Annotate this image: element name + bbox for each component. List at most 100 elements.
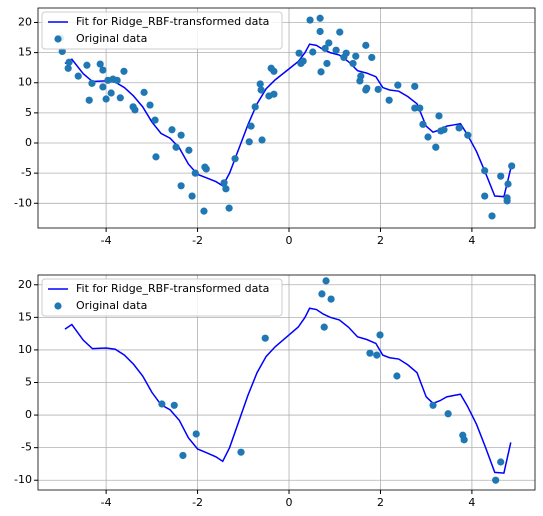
data-point [107, 89, 115, 97]
data-point [363, 84, 371, 92]
data-point [299, 57, 307, 65]
y-tick-label: 15 [18, 46, 32, 59]
data-point [192, 430, 200, 438]
data-point [508, 162, 516, 170]
data-point [385, 96, 393, 104]
legend-label: Fit for Ridge_RBF-transformed data [76, 282, 269, 295]
data-point [320, 323, 328, 331]
data-point [270, 90, 278, 98]
data-point [99, 83, 107, 91]
data-point [120, 67, 128, 75]
data-point [503, 197, 511, 205]
data-point [177, 182, 185, 190]
data-point [394, 81, 402, 89]
data-point [321, 44, 329, 52]
data-point [376, 331, 384, 339]
data-point [411, 82, 419, 90]
data-point [96, 60, 104, 68]
data-point [393, 372, 401, 380]
data-point [460, 436, 468, 444]
data-point [352, 52, 360, 60]
data-point [64, 64, 72, 72]
data-point [357, 72, 365, 80]
x-tick-label: 2 [377, 234, 384, 247]
plot-frame [37, 274, 536, 491]
legend-label: Fit for Ridge_RBF-transformed data [76, 15, 269, 28]
data-point [419, 120, 427, 128]
data-point [83, 61, 91, 69]
data-point [65, 58, 73, 66]
data-point [202, 165, 210, 173]
data-point [432, 143, 440, 151]
data-point [317, 68, 325, 76]
data-point [455, 124, 463, 132]
data-point [464, 131, 472, 139]
y-tick-label: 5 [25, 376, 32, 389]
data-point [411, 104, 419, 112]
y-tick-label: 10 [18, 343, 32, 356]
data-point [323, 59, 331, 68]
data-point [116, 94, 124, 102]
x-tick-label: -2 [192, 234, 203, 247]
y-tick-label: 0 [25, 136, 32, 149]
x-tick-label: 0 [286, 234, 293, 247]
data-point [140, 88, 148, 96]
y-tick-label: -10 [14, 196, 32, 209]
data-point [170, 401, 178, 409]
y-tick-label: 20 [18, 15, 32, 28]
data-point [322, 277, 330, 285]
data-point [237, 448, 245, 456]
x-tick-label: 4 [468, 496, 475, 509]
data-point [295, 49, 303, 57]
data-point [225, 204, 233, 212]
data-point [220, 179, 228, 187]
data-point [270, 67, 278, 75]
data-point [172, 143, 180, 151]
y-tick-label: -10 [14, 473, 32, 486]
data-point [152, 153, 160, 161]
data-point [88, 79, 96, 87]
y-tick-label: 20 [18, 278, 32, 291]
y-tick-label: -5 [21, 166, 32, 179]
data-point [177, 131, 185, 139]
data-point [366, 349, 374, 357]
data-point [74, 72, 82, 80]
data-point [146, 101, 154, 109]
legend: Fit for Ridge_RBF-transformed data Origin… [41, 11, 283, 50]
data-point [488, 212, 496, 220]
x-tick-label: -4 [101, 234, 112, 247]
data-point [424, 133, 432, 141]
legend-label: Original data [76, 32, 147, 45]
y-tick-label: 5 [25, 106, 32, 119]
data-point [99, 66, 107, 74]
data-point [497, 172, 505, 180]
data-point [362, 41, 370, 49]
data-point [492, 476, 500, 484]
data-point [131, 106, 139, 114]
data-point [188, 192, 196, 200]
data-point [251, 103, 259, 111]
legend-box [41, 11, 283, 50]
y-tick-label: 15 [18, 310, 32, 323]
data-point [258, 136, 266, 144]
data-point [481, 167, 489, 175]
data-point [316, 14, 324, 22]
data-point [261, 334, 269, 342]
data-point [374, 85, 382, 93]
fit-line [64, 307, 512, 474]
data-point [435, 112, 443, 120]
data-point [222, 185, 230, 193]
data-point [256, 80, 264, 88]
subplot: -4 -2 0 2 4 -10 -5 0 5 10 15 20 Fit for Ridge_RBF-tr… [14, 7, 536, 247]
data-point [327, 295, 335, 303]
data-point [481, 192, 489, 200]
data-point [440, 126, 448, 134]
data-point [191, 169, 199, 177]
data-point [368, 53, 376, 62]
data-point [102, 95, 110, 103]
data-point [151, 116, 159, 124]
x-tick-label: 4 [468, 234, 475, 247]
data-point [309, 48, 317, 56]
data-point [185, 146, 193, 154]
